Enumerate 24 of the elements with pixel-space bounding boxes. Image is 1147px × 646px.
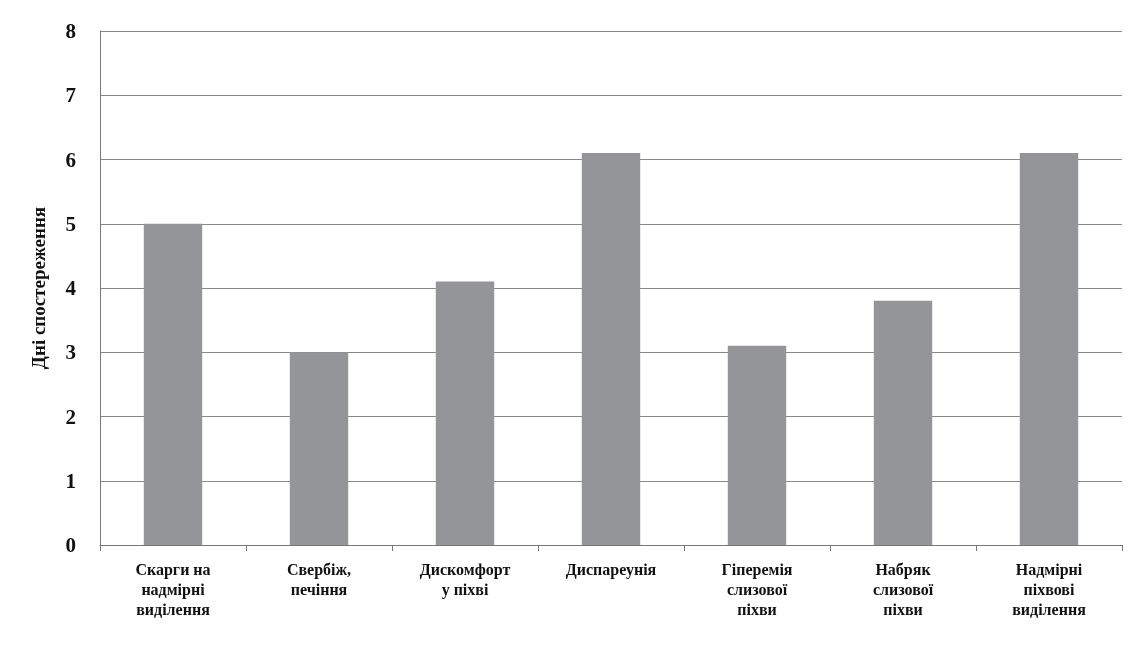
x-tick-label: Надмірні піхвові виділення: [1012, 560, 1087, 618]
x-tick-label: Набряк слизової піхви: [872, 560, 934, 618]
y-tick-label: 6: [65, 147, 76, 172]
y-tick-label: 8: [65, 19, 76, 43]
y-tick-label: 5: [65, 211, 76, 236]
y-tick-label: 2: [65, 404, 76, 429]
y-tick-label: 1: [65, 468, 76, 493]
bar: [727, 345, 787, 545]
bar: [143, 223, 203, 545]
y-tick-label: 3: [65, 340, 76, 365]
bar: [873, 300, 933, 545]
bar: [1019, 153, 1079, 545]
bar: [289, 352, 349, 545]
y-tick-label: 0: [65, 533, 76, 557]
x-tick-label: Скарги на надмірні виділення: [135, 560, 211, 618]
y-tick-label: 4: [65, 276, 77, 300]
y-axis-title: Дні спостереження: [28, 206, 49, 370]
x-tick-label: Гіперемія слизової піхви: [721, 560, 793, 618]
y-tick-label: 7: [65, 83, 76, 108]
bar: [581, 153, 641, 545]
x-tick-label: Дискомфорт у піхві: [419, 560, 511, 599]
bar: [435, 281, 495, 545]
x-tick-label: Свербіж, печіння: [286, 560, 352, 598]
x-tick-label: Диспареунія: [565, 560, 657, 579]
